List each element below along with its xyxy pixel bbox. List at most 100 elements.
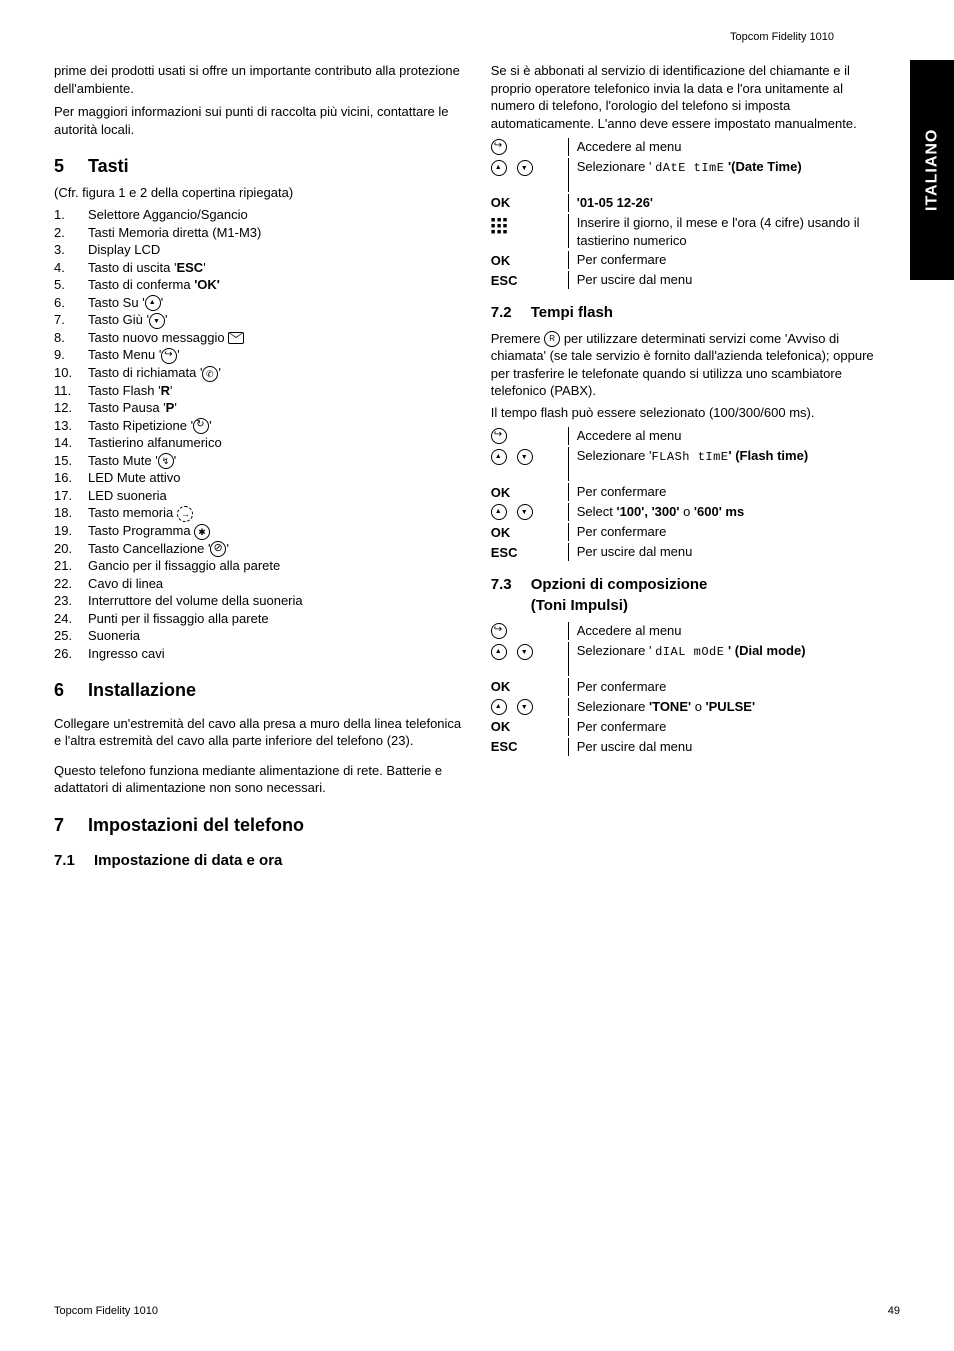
down-icon [517, 449, 533, 465]
redial-icon [193, 418, 209, 434]
proc-text: Per confermare [569, 251, 884, 269]
proc-text: Per confermare [569, 678, 884, 696]
left-column: prime dei prodotti usati si offre un imp… [54, 62, 463, 877]
menu-icon [491, 428, 507, 444]
msg-icon [228, 332, 244, 344]
ok-label: OK [491, 678, 511, 696]
list-item: 3.Display LCD [54, 241, 463, 259]
up-icon [491, 504, 507, 520]
intro-paragraph-1: prime dei prodotti usati si offre un imp… [54, 62, 463, 97]
mute-icon [158, 453, 174, 469]
list-item: 19.Tasto Programma [54, 522, 463, 540]
section-6-p2: Questo telefono funziona mediante alimen… [54, 762, 463, 797]
down-icon [517, 160, 533, 176]
list-item: 5.Tasto di conferma 'OK' [54, 276, 463, 294]
list-item: 13.Tasto Ripetizione '' [54, 417, 463, 435]
proc-text: Selezionare 'TONE' o 'PULSE' [569, 698, 884, 716]
section-7-heading: 7Impostazioni del telefono [54, 813, 463, 837]
intro-paragraph-2: Per maggiori informazioni sui punti di r… [54, 103, 463, 138]
down-icon [517, 644, 533, 660]
list-item: 7.Tasto Giù '' [54, 311, 463, 329]
up-icon [491, 644, 507, 660]
ok-label: OK [491, 252, 511, 270]
down-icon [149, 313, 165, 329]
section-7-2-heading: 7.2Tempi flash [491, 303, 884, 323]
keys-list: 1.Selettore Aggancio/Sgancio2.Tasti Memo… [54, 206, 463, 662]
section-6-heading: 6Installazione [54, 678, 463, 702]
section-7-3-heading: 7.3Opzioni di composizione (Toni Impulsi… [491, 575, 884, 616]
procedure-7-1: Accedere al menu Selezionare ' dAtE tImE… [491, 138, 884, 289]
list-item: 10.Tasto di richiamata '' [54, 364, 463, 382]
down-icon [517, 699, 533, 715]
flash-r-icon [544, 331, 560, 347]
list-item: 12.Tasto Pausa 'P' [54, 399, 463, 417]
list-item: 6.Tasto Su '' [54, 294, 463, 312]
right-intro: Se si è abbonati al servizio di identifi… [491, 62, 884, 132]
proc-text: Accedere al menu [569, 138, 884, 156]
page-footer: Topcom Fidelity 1010 49 [54, 1304, 900, 1319]
list-item: 18.Tasto memoria [54, 504, 463, 522]
up-icon [491, 160, 507, 176]
list-item: 8.Tasto nuovo messaggio [54, 329, 463, 347]
prog-icon [194, 524, 210, 540]
list-item: 24.Punti per il fissaggio alla parete [54, 610, 463, 628]
list-item: 25.Suoneria [54, 627, 463, 645]
menu-icon [161, 348, 177, 364]
language-tab-label: ITALIANO [921, 129, 943, 211]
list-item: 2.Tasti Memoria diretta (M1-M3) [54, 224, 463, 242]
menu-icon [491, 139, 507, 155]
list-item: 4.Tasto di uscita 'ESC' [54, 259, 463, 277]
list-item: 16.LED Mute attivo [54, 469, 463, 487]
menu-icon [491, 623, 507, 639]
proc-text: Selezionare ' dIAL mOdE ' (Dial mode) [569, 642, 884, 660]
list-item: 14.Tastierino alfanumerico [54, 434, 463, 452]
list-item: 22.Cavo di linea [54, 575, 463, 593]
ok-label: OK [491, 484, 511, 502]
keypad-icon: ▪▪▪▪▪▪▪▪▪ [491, 216, 509, 234]
list-item: 1.Selettore Aggancio/Sgancio [54, 206, 463, 224]
proc-text: Per confermare [569, 523, 884, 541]
esc-label: ESC [491, 544, 518, 562]
proc-text: Per uscire dal menu [569, 271, 884, 289]
header-product: Topcom Fidelity 1010 [730, 30, 834, 45]
list-item: 21.Gancio per il fissaggio alla parete [54, 557, 463, 575]
footer-left: Topcom Fidelity 1010 [54, 1304, 158, 1319]
procedure-7-2: Accedere al menu Selezionare 'FLASh tImE… [491, 427, 884, 561]
proc-text: Per confermare [569, 483, 884, 501]
proc-text: Per uscire dal menu [569, 543, 884, 561]
list-item: 17.LED suoneria [54, 487, 463, 505]
up-icon [145, 295, 161, 311]
proc-text: Selezionare 'FLASh tImE' (Flash time) [569, 447, 884, 465]
ok-label: OK [491, 524, 511, 542]
section-7-2-p1: Premere per utilizzare determinati servi… [491, 330, 884, 400]
proc-text: Selezionare ' dAtE tImE '(Date Time) [569, 158, 884, 176]
esc-label: ESC [491, 738, 518, 756]
section-5-heading: 5Tasti [54, 154, 463, 178]
list-item: 20.Tasto Cancellazione '' [54, 540, 463, 558]
procedure-7-3: Accedere al menu Selezionare ' dIAL mOdE… [491, 622, 884, 756]
proc-text: Accedere al menu [569, 427, 884, 445]
section-7-2-p2: Il tempo flash può essere selezionato (1… [491, 404, 884, 422]
proc-text: Inserire il giorno, il mese e l'ora (4 c… [569, 214, 884, 249]
section-5-caption: (Cfr. figura 1 e 2 della copertina ripie… [54, 184, 463, 202]
call-icon [202, 366, 218, 382]
ok-label: OK [491, 718, 511, 736]
section-7-1-heading: 7.1Impostazione di data e ora [54, 851, 463, 871]
list-item: 23.Interruttore del volume della suoneri… [54, 592, 463, 610]
cancel-icon [210, 541, 226, 557]
up-icon [491, 699, 507, 715]
list-item: 9.Tasto Menu '' [54, 346, 463, 364]
list-item: 26.Ingresso cavi [54, 645, 463, 663]
proc-text: Per uscire dal menu [569, 738, 884, 756]
proc-text: Accedere al menu [569, 622, 884, 640]
esc-label: ESC [491, 272, 518, 290]
mem-icon [177, 506, 193, 522]
down-icon [517, 504, 533, 520]
proc-text: Select '100', '300' o '600' ms [569, 503, 884, 521]
right-column: Se si è abbonati al servizio di identifi… [491, 62, 900, 877]
proc-text: '01-05 12-26' [569, 194, 884, 212]
up-icon [491, 449, 507, 465]
proc-text: Per confermare [569, 718, 884, 736]
section-6-p1: Collegare un'estremità del cavo alla pre… [54, 715, 463, 750]
list-item: 15.Tasto Mute '' [54, 452, 463, 470]
